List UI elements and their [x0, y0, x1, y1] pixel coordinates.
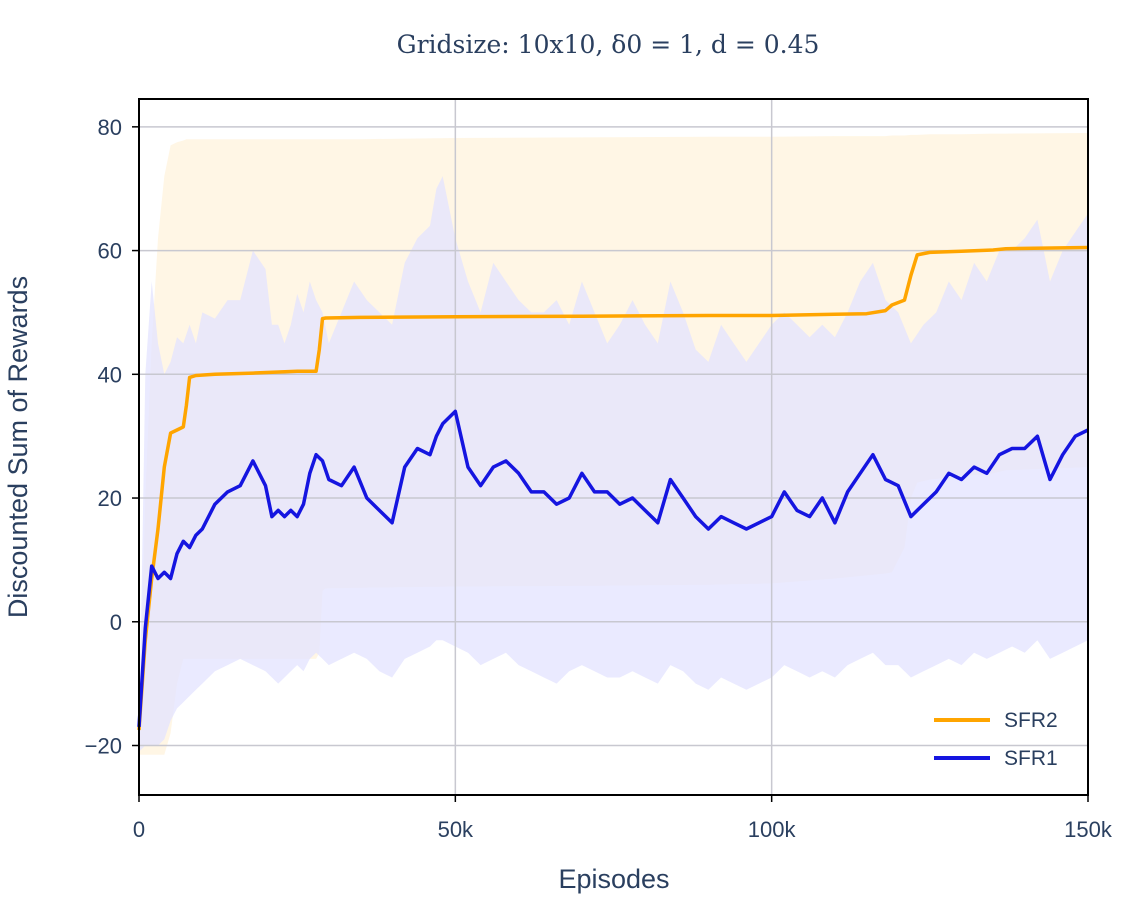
x-tick-label: 50k [438, 817, 474, 842]
y-tick-label: 40 [98, 362, 122, 387]
y-tick-label: 80 [98, 115, 122, 140]
y-axis-ticks: −20 0 20 40 60 80 [85, 115, 139, 759]
y-tick-label: 0 [110, 610, 122, 635]
y-tick-label: −20 [85, 734, 122, 759]
series-line-sfr1 [137, 409, 1089, 728]
x-axis-ticks: 0 50k 100k 150k [133, 795, 1113, 842]
legend: SFR2 SFR1 [934, 709, 1058, 770]
y-axis-title: Discounted Sum of Rewards [3, 276, 33, 618]
y-tick-label: 20 [98, 486, 122, 511]
x-tick-label: 150k [1064, 817, 1113, 842]
legend-label-sfr1: SFR1 [1004, 747, 1058, 770]
band-sfr1 [139, 176, 1088, 752]
series-lines [137, 245, 1089, 731]
x-tick-label: 100k [748, 817, 797, 842]
y-tick-label: 60 [98, 239, 122, 264]
plot-frame [138, 98, 1089, 796]
x-tick-label: 0 [133, 817, 145, 842]
chart-title: Gridsize: 10x10, δ0 = 1, d = 0.45 [397, 30, 820, 59]
confidence-bands [139, 133, 1088, 755]
x-axis-title: Episodes [558, 864, 669, 894]
legend-label-sfr2: SFR2 [1004, 709, 1058, 732]
series-line-sfr2 [137, 245, 1089, 731]
